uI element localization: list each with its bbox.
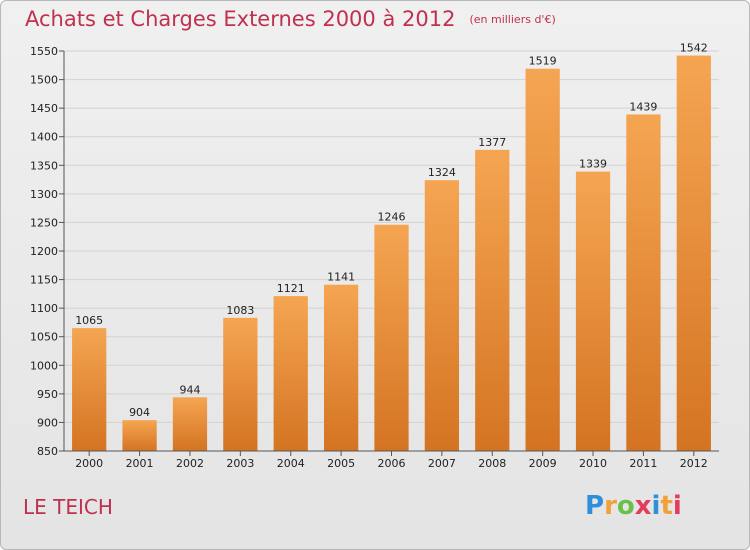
commune-name: LE TEICH (23, 495, 113, 519)
y-tick-label: 1500 (30, 74, 58, 87)
x-tick-label: 2000 (75, 457, 103, 470)
bar-value-label: 1439 (629, 100, 657, 113)
logo-letter: t (660, 491, 673, 521)
y-tick-label: 1050 (30, 331, 58, 344)
bar-value-label: 1121 (277, 282, 305, 295)
bar (676, 55, 711, 451)
x-tick-label: 2010 (579, 457, 607, 470)
bar-value-label: 904 (129, 406, 150, 419)
bar (223, 317, 258, 451)
bar-value-label: 1542 (680, 42, 708, 55)
unit-label: (en milliers d'€) (469, 13, 556, 26)
axes: 850 900 950 1000 1050 1100 1150 1200 1250 1300 135… (30, 45, 719, 470)
y-tick-label: 900 (37, 416, 58, 429)
bar-value-label: 1083 (226, 304, 254, 317)
bar (72, 328, 107, 451)
bar-value-label: 1339 (579, 158, 607, 171)
y-tick-label: 1400 (30, 131, 58, 144)
y-tick-label: 1550 (30, 45, 58, 58)
bar (273, 296, 308, 451)
y-tick-label: 1100 (30, 302, 58, 315)
y-tick-label: 1350 (30, 159, 58, 172)
x-tick-label: 2006 (378, 457, 406, 470)
bar (122, 420, 157, 451)
logo-letter: x (634, 491, 652, 521)
bars: 1065 904 944 1083 1121 1141 1246 1324 1377 1519 13… (72, 42, 711, 452)
x-tick-label: 2002 (176, 457, 204, 470)
x-tick-label: 2003 (226, 457, 254, 470)
bar (575, 171, 611, 452)
bar (424, 180, 460, 451)
y-tick-label: 1000 (30, 359, 58, 372)
x-tick-label: 2007 (428, 457, 456, 470)
logo-letter: o (616, 491, 635, 521)
bar-value-label: 1377 (478, 136, 506, 149)
y-tick-label: 950 (37, 388, 58, 401)
y-tick-label: 1300 (30, 188, 58, 201)
bar-value-label: 1141 (327, 271, 355, 284)
x-tick-label: 2005 (327, 457, 355, 470)
y-tick-label: 850 (37, 445, 58, 458)
bar (475, 149, 510, 451)
logo-letter: i (672, 491, 682, 521)
proxiti-logo[interactable]: Proxiti (585, 491, 682, 521)
bar-value-label: 944 (179, 383, 200, 396)
chart-title: Achats et Charges Externes 2000 à 2012 (e… (25, 7, 556, 31)
bar-value-label: 1246 (378, 211, 406, 224)
bar (626, 114, 661, 451)
x-tick-label: 2004 (277, 457, 305, 470)
bar-value-label: 1324 (428, 166, 456, 179)
x-tick-label: 2001 (126, 457, 154, 470)
y-tick-label: 1450 (30, 102, 58, 115)
logo-letter: P (585, 491, 605, 521)
x-tick-label: 2009 (529, 457, 557, 470)
bar-value-label: 1519 (529, 55, 557, 68)
logo-letter: r (604, 491, 617, 521)
y-tick-label: 1250 (30, 216, 58, 229)
x-tick-label: 2008 (478, 457, 506, 470)
bar (374, 224, 409, 451)
bar (323, 284, 359, 451)
bar (525, 68, 560, 451)
y-tick-label: 1150 (30, 274, 58, 287)
x-tick-label: 2011 (629, 457, 657, 470)
y-tick-label: 1200 (30, 245, 58, 258)
logo-letter: i (651, 491, 661, 521)
bar-value-label: 1065 (75, 314, 103, 327)
x-tick-label: 2012 (680, 457, 708, 470)
title-text: Achats et Charges Externes 2000 à 2012 (25, 7, 456, 31)
bar (172, 397, 208, 451)
